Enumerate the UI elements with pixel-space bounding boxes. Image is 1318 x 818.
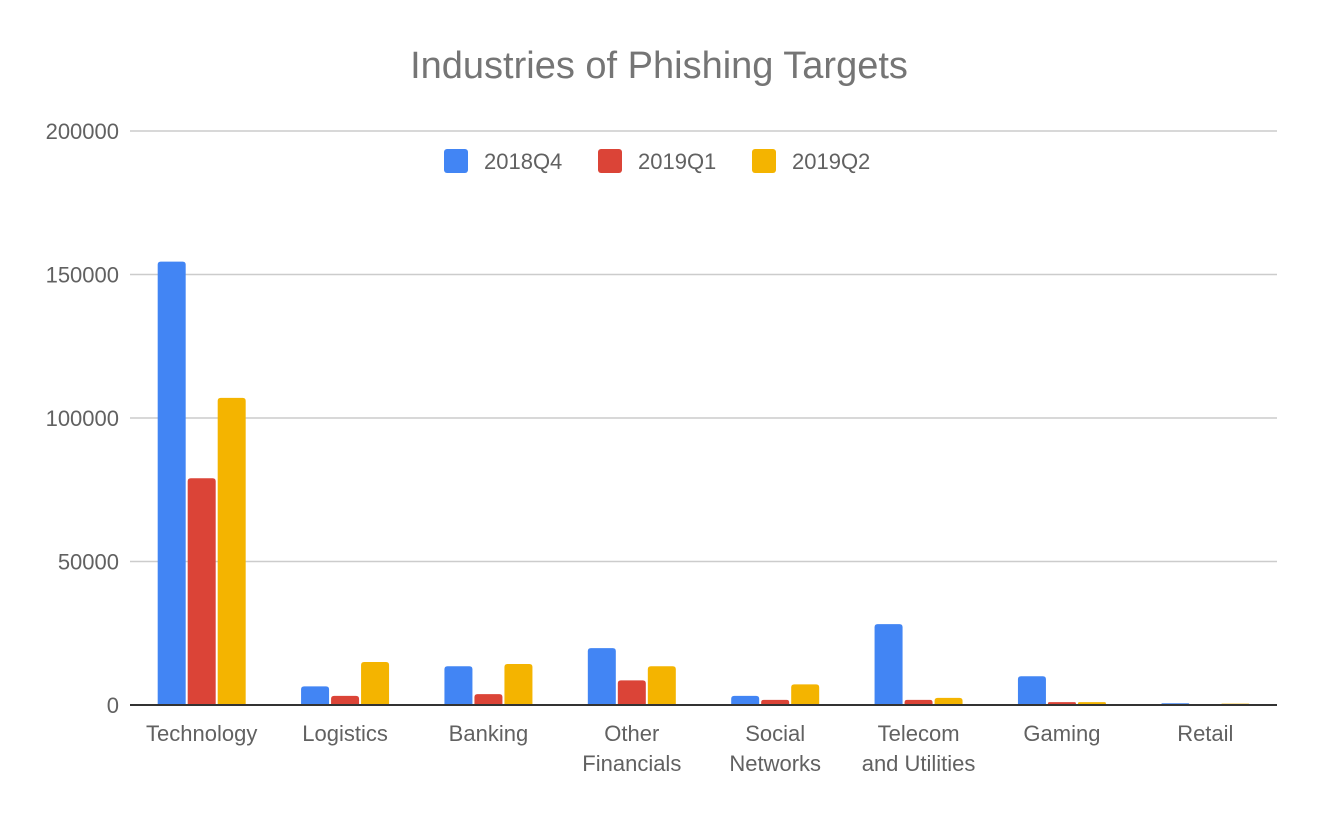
bar	[301, 686, 330, 705]
bar	[874, 624, 903, 705]
bars	[157, 261, 1250, 705]
y-tick-label: 150000	[46, 263, 119, 288]
legend-swatch	[598, 149, 622, 173]
x-category-label-line: Retail	[1177, 721, 1233, 746]
x-category-label: Banking	[449, 721, 529, 746]
bar	[904, 699, 933, 705]
legend-label: 2019Q1	[638, 149, 716, 174]
y-tick-label: 200000	[46, 119, 119, 144]
x-category-label-line: Social	[745, 721, 805, 746]
x-category-label-line: Networks	[729, 751, 821, 776]
legend-swatch	[752, 149, 776, 173]
gridlines	[130, 130, 1277, 563]
bar	[217, 397, 246, 705]
x-category-label: Telecom and Utilities	[862, 721, 976, 776]
x-category-label-line: Other	[604, 721, 659, 746]
bar	[157, 261, 186, 705]
x-category-label: Gaming	[1023, 721, 1100, 746]
bar	[731, 695, 760, 705]
bar	[647, 666, 676, 705]
x-category-label-line: Banking	[449, 721, 529, 746]
legend: 2018Q4 2019Q1 2019Q2	[444, 149, 870, 174]
bar	[1017, 676, 1046, 705]
legend-label: 2018Q4	[484, 149, 562, 174]
x-category-label-line: Gaming	[1023, 721, 1100, 746]
x-axis-categories: Technology Logistics Banking Other Financial…	[146, 721, 1233, 776]
x-category-label: Technology	[146, 721, 257, 746]
bar	[934, 697, 963, 705]
x-category-label-line: and Utilities	[862, 751, 976, 776]
x-category-label-line: Logistics	[302, 721, 388, 746]
x-category-label-line: Telecom	[878, 721, 960, 746]
bar	[331, 695, 360, 705]
x-category-label-line: Financials	[582, 751, 681, 776]
x-category-label-line: Technology	[146, 721, 257, 746]
y-tick-label: 0	[107, 693, 119, 718]
x-category-label: Retail	[1177, 721, 1233, 746]
bar	[761, 699, 790, 705]
bar	[474, 694, 503, 705]
legend-swatch	[444, 149, 468, 173]
bar	[187, 478, 216, 705]
bar	[361, 661, 390, 705]
y-tick-label: 100000	[46, 406, 119, 431]
bar	[444, 666, 473, 705]
legend-label: 2019Q2	[792, 149, 870, 174]
bar	[504, 663, 533, 705]
x-category-label: Logistics	[302, 721, 388, 746]
y-axis-ticks: 0 50000 100000 150000 200000	[46, 119, 119, 718]
chart-title: Industries of Phishing Targets	[410, 45, 908, 87]
bar	[587, 648, 616, 705]
bar	[617, 680, 646, 705]
bar	[791, 684, 820, 705]
x-category-label: Social Networks	[729, 721, 821, 776]
y-tick-label: 50000	[58, 550, 119, 575]
x-category-label: Other Financials	[582, 721, 681, 776]
